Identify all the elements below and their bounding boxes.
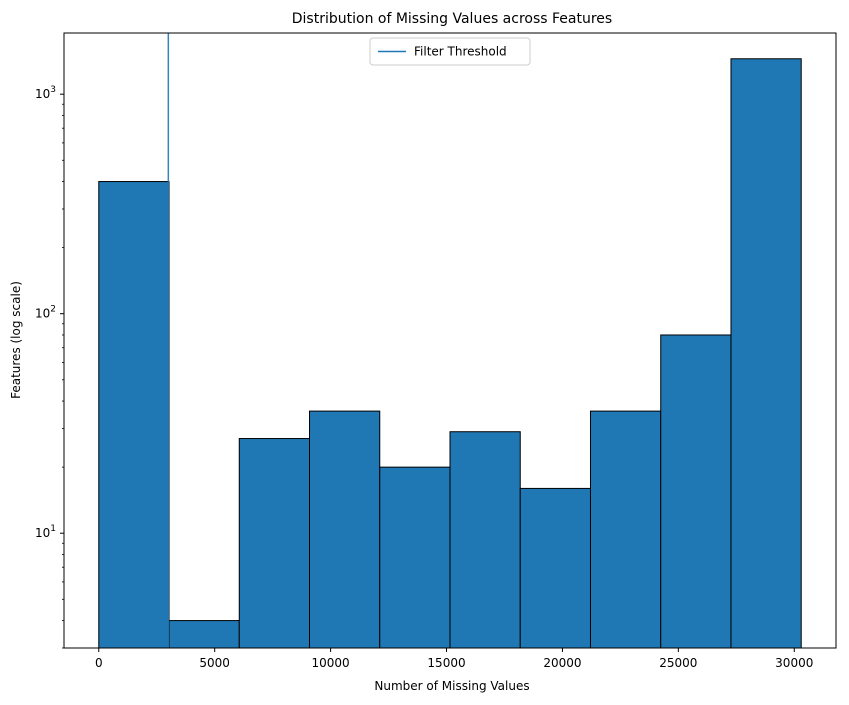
y-tick-label: 101 bbox=[35, 524, 56, 540]
x-tick-label: 15000 bbox=[427, 656, 465, 670]
histogram-bar bbox=[379, 466, 451, 649]
x-tick-label: 25000 bbox=[659, 656, 697, 670]
y-axis-label: Features (log scale) bbox=[9, 281, 23, 399]
histogram-bar bbox=[98, 181, 170, 649]
x-tick-label: 10000 bbox=[312, 656, 350, 670]
legend: Filter Threshold bbox=[369, 37, 531, 66]
x-tick-label: 30000 bbox=[775, 656, 813, 670]
histogram-bar bbox=[589, 410, 662, 649]
x-tick-label: 20000 bbox=[543, 656, 581, 670]
y-axis-ticks: 101 102 103 bbox=[35, 85, 64, 649]
bars-group bbox=[98, 58, 802, 649]
histogram-bar bbox=[238, 438, 311, 649]
x-axis-label: Number of Missing Values bbox=[374, 679, 529, 693]
y-tick-label: 103 bbox=[35, 85, 56, 101]
histogram-bar bbox=[519, 487, 591, 649]
x-tick-label: 0 bbox=[95, 656, 103, 670]
histogram-bar bbox=[449, 431, 521, 649]
y-tick-label: 102 bbox=[35, 305, 56, 321]
plot-frame bbox=[63, 32, 837, 649]
legend-label: Filter Threshold bbox=[414, 45, 507, 59]
chart-title: Distribution of Missing Values across Fe… bbox=[292, 11, 612, 27]
histogram-bar bbox=[730, 58, 802, 649]
legend-box bbox=[369, 37, 531, 66]
x-axis-ticks: 0 5000 10000 15000 20000 25000 30000 bbox=[95, 648, 813, 670]
x-tick-label: 5000 bbox=[199, 656, 230, 670]
histogram-bar bbox=[660, 334, 732, 649]
histogram-bar bbox=[309, 410, 381, 649]
histogram-bar bbox=[168, 620, 240, 649]
